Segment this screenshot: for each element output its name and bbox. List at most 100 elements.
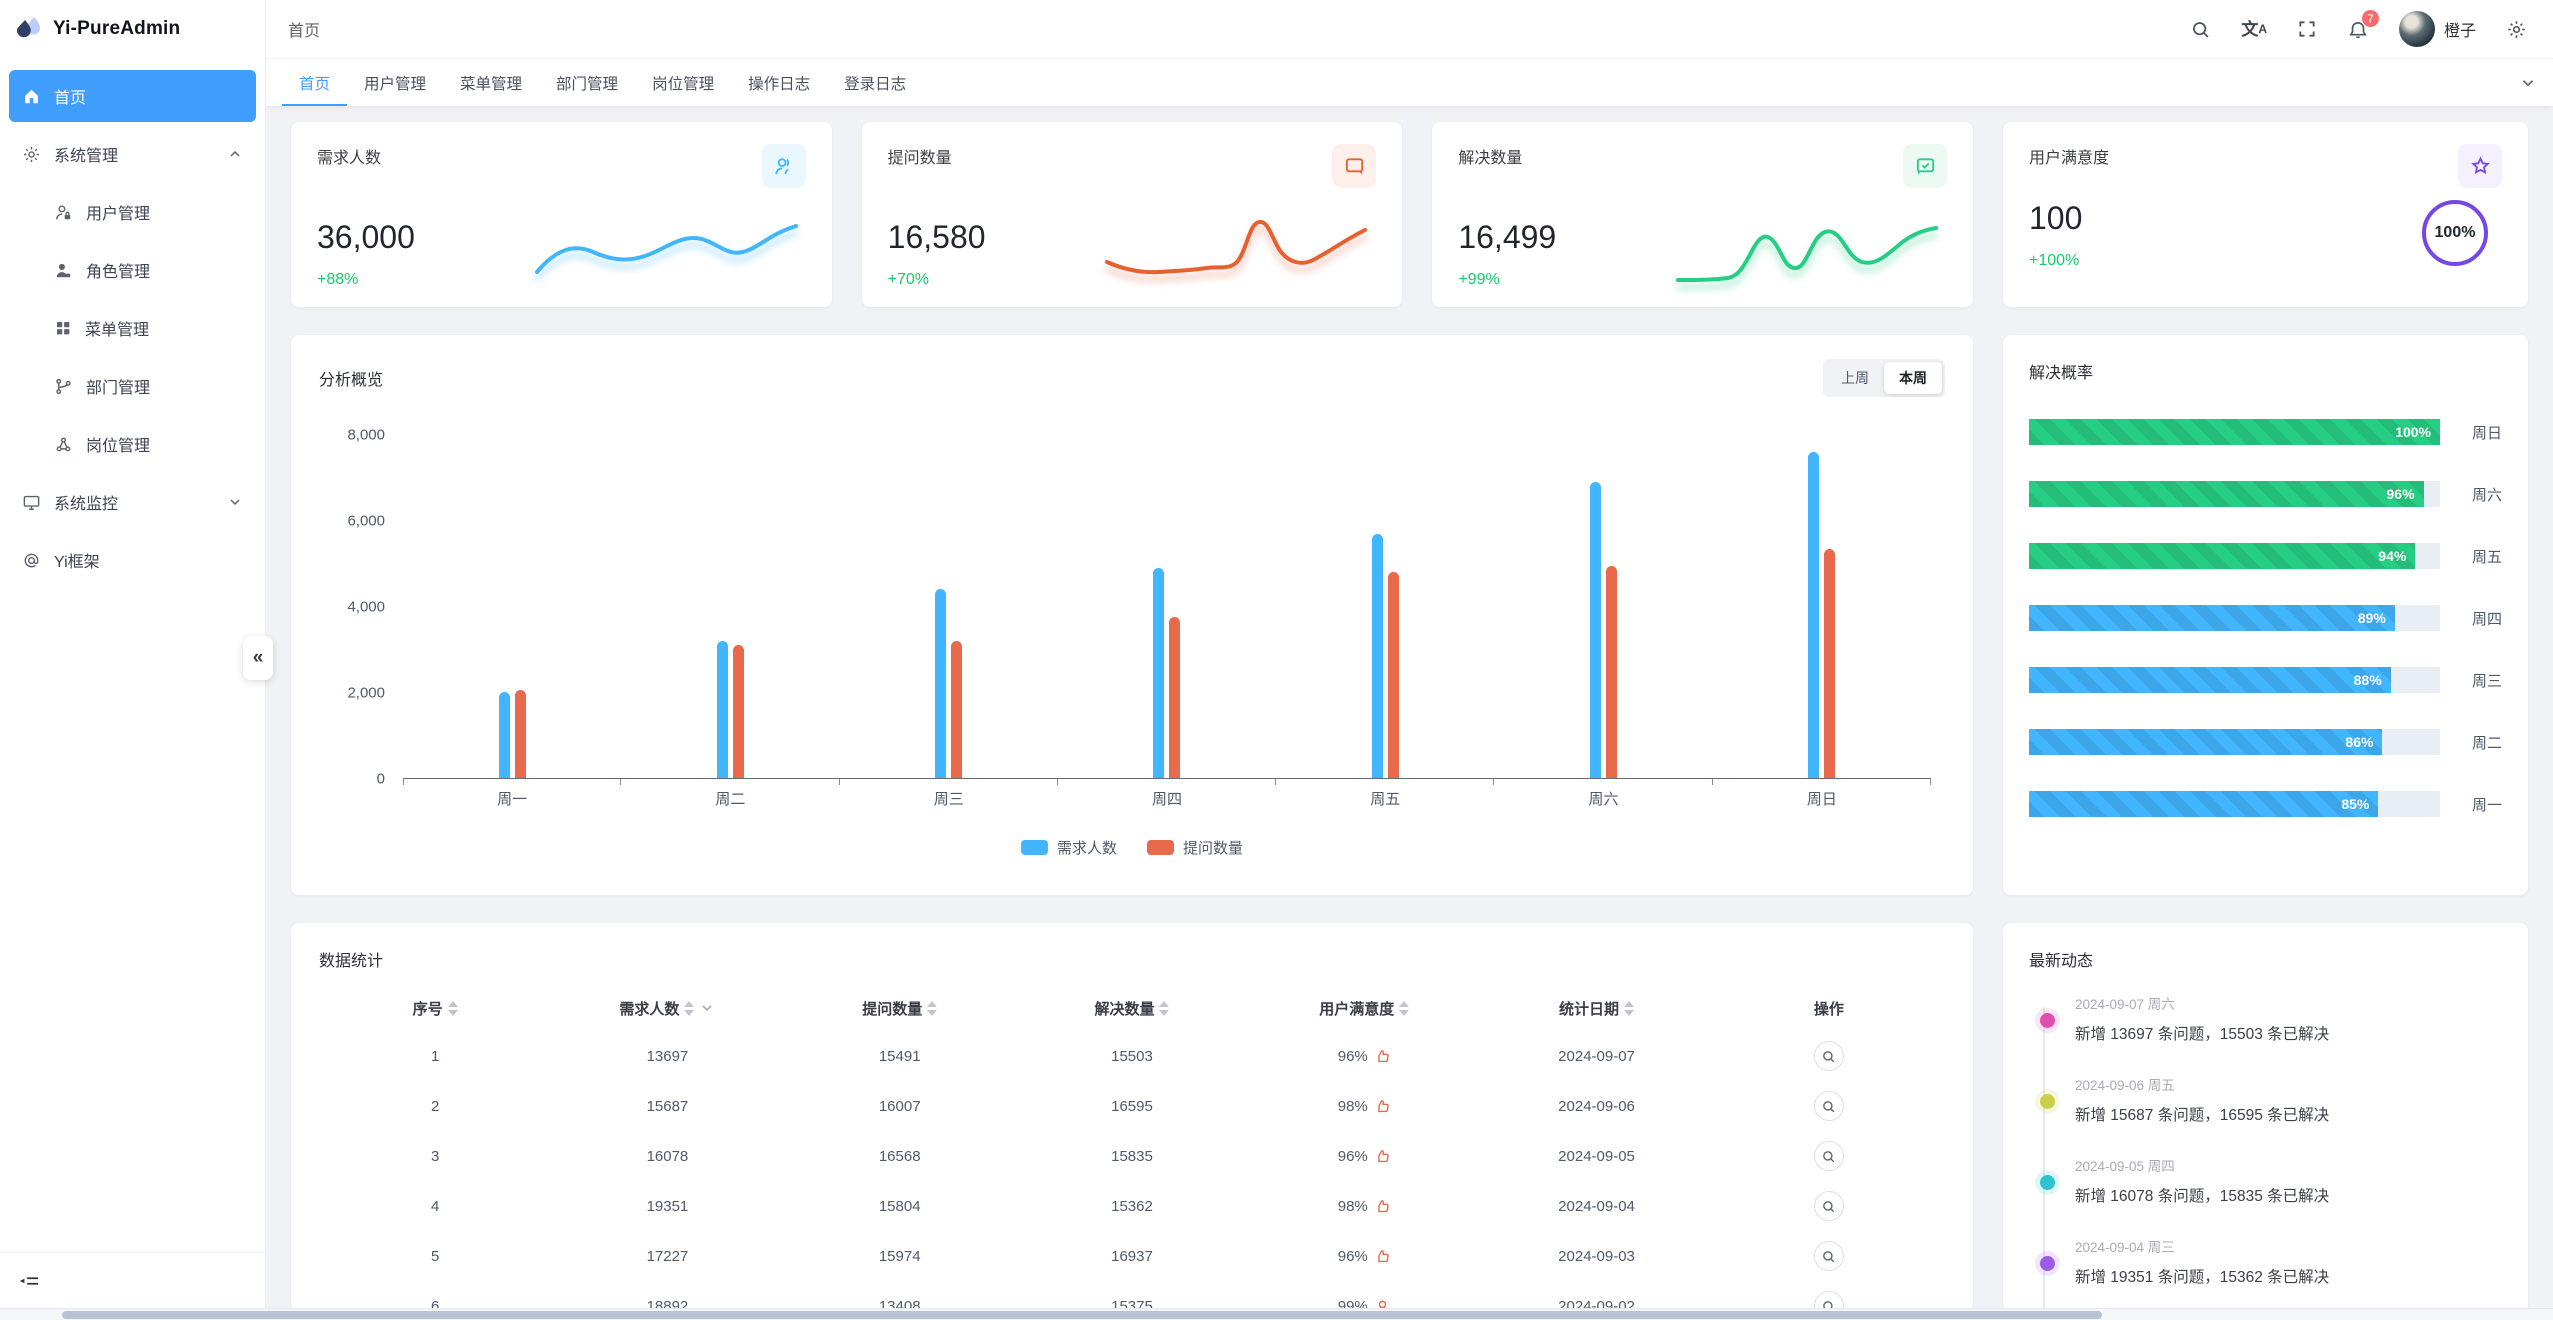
stat-card-delta: +100%: [2029, 252, 2080, 269]
bar-group-周六[interactable]: [1494, 435, 1713, 785]
tabs-chevron-down-icon[interactable]: [2519, 74, 2537, 92]
bar-group-周日[interactable]: [1713, 435, 1932, 785]
latest-activity-card: 最新动态 2024-09-07 周六 新增 13697 条问题，15503 条已解…: [2003, 923, 2528, 1320]
toggle-last-week[interactable]: 上周: [1841, 370, 1869, 386]
bar-提问数量[interactable]: [514, 690, 526, 778]
tab-post-management[interactable]: 岗位管理: [652, 75, 715, 93]
stat-card-question: 提问数量 16,580 +70%: [861, 122, 1403, 307]
week-toggle: 上周 本周: [1823, 359, 1945, 397]
bar-需求人数[interactable]: [716, 640, 728, 778]
user-menu[interactable]: 橙子: [2398, 11, 2476, 47]
logo-row[interactable]: Yi-PureAdmin: [0, 0, 265, 58]
satisfaction-ring: 100%: [2422, 200, 2488, 266]
sort-caret-icon[interactable]: [1399, 1000, 1410, 1016]
tab-home[interactable]: 首页: [282, 59, 348, 106]
sidebar-item-home[interactable]: 首页: [9, 70, 256, 122]
sparkline-solved: [1676, 226, 1938, 282]
legend-item[interactable]: 需求人数: [1020, 837, 1117, 858]
bar-提问数量[interactable]: [1824, 548, 1836, 778]
cell-demand: 13697: [646, 1047, 689, 1065]
progress-day-label: 周三: [2471, 672, 2502, 690]
tab-user-management[interactable]: 用户管理: [364, 75, 427, 93]
x-tick-label: 周六: [1588, 791, 1619, 808]
bar-group-周一[interactable]: [403, 435, 622, 785]
row-view-button[interactable]: [1813, 1041, 1844, 1071]
stat-card-delta: +70%: [887, 271, 930, 288]
bar-提问数量[interactable]: [1169, 617, 1181, 778]
progress-day-label: 周五: [2471, 548, 2502, 566]
bar-提问数量[interactable]: [1387, 572, 1399, 778]
sort-caret-icon[interactable]: [927, 1000, 938, 1016]
bar-提问数量[interactable]: [1606, 565, 1618, 778]
bar-需求人数[interactable]: [1153, 567, 1165, 778]
bar-需求人数[interactable]: [1371, 533, 1383, 778]
row-view-button[interactable]: [1813, 1141, 1844, 1171]
progress-day-label: 周二: [2471, 734, 2502, 752]
tab-dept-management[interactable]: 部门管理: [556, 75, 619, 93]
app-logo-icon: [15, 14, 43, 44]
tab-login-log[interactable]: 登录日志: [844, 75, 907, 93]
sidebar-item-system-monitor[interactable]: 系统监控: [9, 476, 256, 528]
tab-operation-log[interactable]: 操作日志: [748, 75, 811, 93]
solve-rate-row: 94% 周五: [2029, 543, 2502, 569]
search-icon[interactable]: [2190, 19, 2211, 40]
bar-提问数量[interactable]: [951, 640, 963, 778]
magnifier-icon: [1821, 1249, 1836, 1264]
bar-需求人数[interactable]: [1590, 482, 1602, 778]
cell-solved: 15362: [1111, 1197, 1153, 1215]
sidebar-item-post-management[interactable]: 岗位管理: [9, 418, 256, 470]
column-header[interactable]: 序号: [319, 985, 551, 1031]
column-header[interactable]: 提问数量: [784, 985, 1016, 1031]
sort-caret-icon[interactable]: [1624, 1000, 1635, 1016]
sidebar-item-menu-management[interactable]: 菜单管理: [9, 302, 256, 354]
sidebar-item-system-management[interactable]: 系统管理: [9, 128, 256, 180]
filter-chevron-down-icon[interactable]: [699, 1000, 715, 1016]
x-tick-label: 周一: [497, 791, 528, 808]
column-header[interactable]: 解决数量: [1016, 985, 1248, 1031]
tabs: 首页 用户管理 菜单管理 部门管理 岗位管理 操作日志 登录日志: [282, 59, 923, 106]
scrollbar-thumb[interactable]: [62, 1311, 2102, 1319]
column-header[interactable]: 用户满意度: [1248, 985, 1480, 1031]
magnifier-icon: [1821, 1199, 1836, 1214]
column-header[interactable]: 统计日期: [1480, 985, 1712, 1031]
solve-rate-title: 解决概率: [2029, 365, 2094, 382]
row-view-button[interactable]: [1813, 1091, 1844, 1121]
bar-group-周三[interactable]: [840, 435, 1059, 785]
toggle-this-week[interactable]: 本周: [1884, 362, 1942, 394]
breadcrumb[interactable]: 首页: [288, 23, 321, 40]
horizontal-scrollbar[interactable]: [0, 1308, 2553, 1320]
bar-需求人数[interactable]: [935, 589, 947, 778]
timeline-dot: [2040, 1256, 2055, 1271]
column-header[interactable]: 需求人数: [551, 985, 783, 1031]
legend-item[interactable]: 提问数量: [1147, 837, 1243, 858]
bar-提问数量[interactable]: [732, 645, 744, 778]
bar-group-周五[interactable]: [1276, 435, 1495, 785]
at-icon: [22, 551, 41, 570]
cell-date: 2024-09-07: [1558, 1047, 1635, 1065]
sidebar-item-user-management[interactable]: 用户管理: [9, 186, 256, 238]
tab-menu-management[interactable]: 菜单管理: [460, 75, 523, 93]
sort-caret-icon[interactable]: [1159, 1000, 1170, 1016]
sidebar-item-role-management[interactable]: 角色管理: [9, 244, 256, 296]
bar-需求人数[interactable]: [498, 692, 510, 778]
sidebar-collapse-button[interactable]: «: [243, 636, 273, 680]
bar-需求人数[interactable]: [1808, 452, 1820, 778]
x-tick-label: 周五: [1370, 791, 1401, 808]
bar-group-周二[interactable]: [621, 435, 840, 785]
row-view-button[interactable]: [1813, 1191, 1844, 1221]
data-statistics-card: 数据统计 序号 需求人数 提问数量 解决数量 用户满意度 统计日期 操作 1 13697 154…: [291, 923, 1973, 1320]
row-view-button[interactable]: [1813, 1241, 1844, 1271]
bar-group-周四[interactable]: [1058, 435, 1277, 785]
sidebar-item-yi-framework[interactable]: Yi框架: [9, 534, 256, 586]
fullscreen-icon[interactable]: [2297, 19, 2317, 39]
notification-bell-icon[interactable]: 7: [2347, 9, 2380, 40]
cell-index: 3: [430, 1147, 440, 1165]
stat-card-title: 用户满意度: [2029, 150, 2110, 167]
branch-icon: [54, 377, 73, 396]
sort-caret-icon[interactable]: [447, 1000, 458, 1016]
settings-gear-icon[interactable]: [2506, 19, 2527, 40]
sort-caret-icon[interactable]: [684, 1000, 695, 1016]
collapse-sidebar-icon[interactable]: [18, 1270, 40, 1292]
sidebar-item-dept-management[interactable]: 部门管理: [9, 360, 256, 412]
